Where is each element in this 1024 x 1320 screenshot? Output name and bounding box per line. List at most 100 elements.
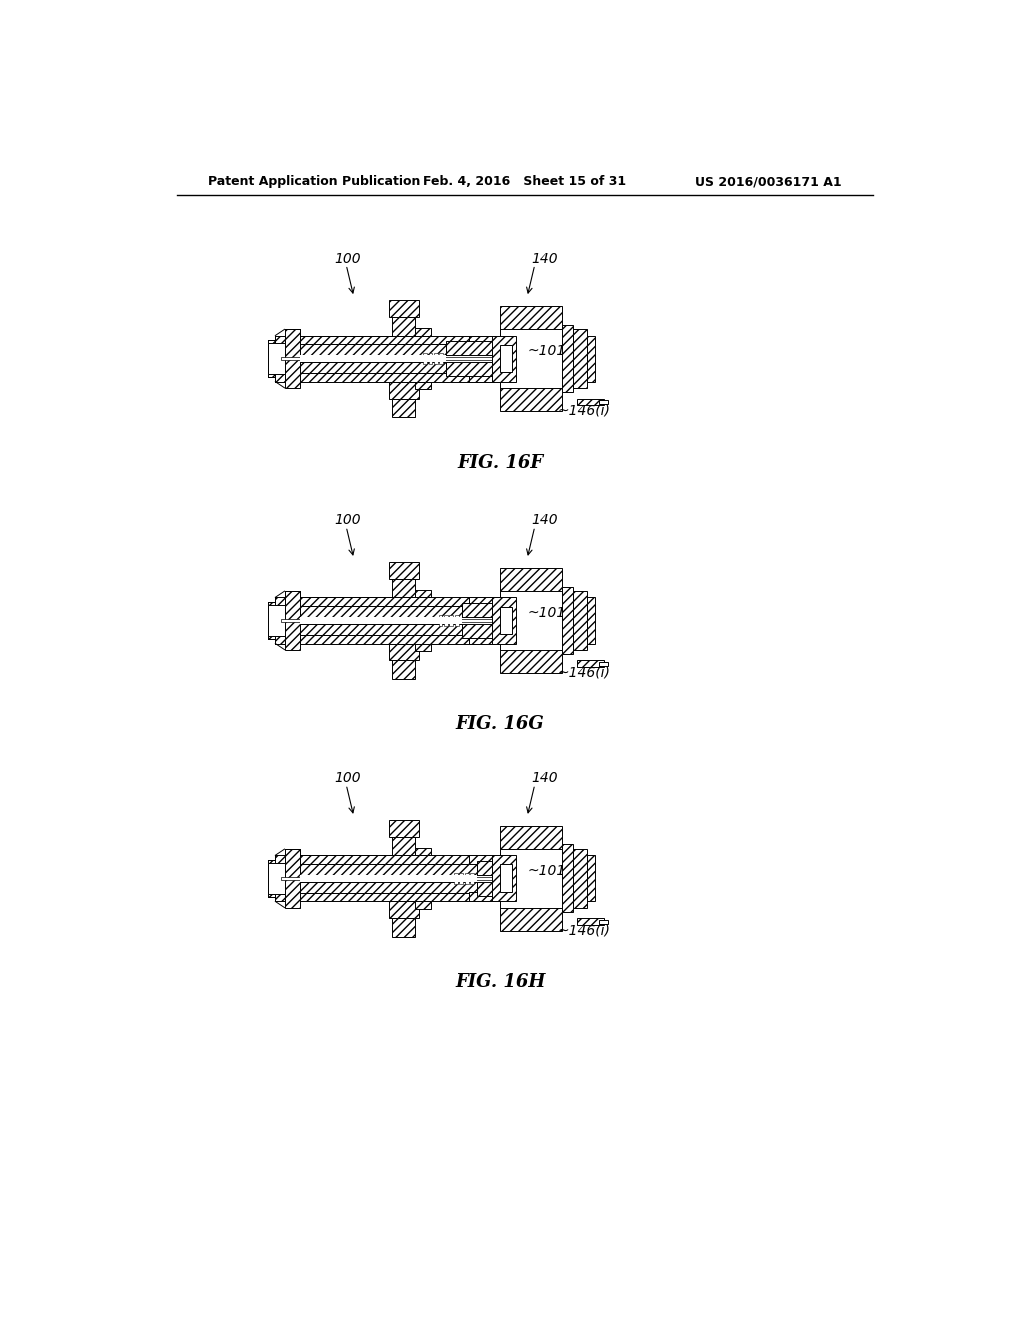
Bar	[500, 345, 512, 372]
Bar	[465, 880, 469, 884]
Bar	[438, 622, 442, 626]
Bar	[423, 354, 427, 358]
Bar	[469, 855, 500, 865]
Bar	[573, 849, 587, 908]
Text: 100: 100	[335, 771, 361, 785]
Bar	[469, 635, 500, 644]
Bar	[500, 635, 562, 673]
Bar	[281, 358, 515, 360]
Bar	[500, 849, 562, 908]
Bar	[500, 607, 512, 635]
Bar	[300, 363, 446, 374]
Text: FIG. 16F: FIG. 16F	[457, 454, 543, 471]
Bar	[275, 855, 285, 902]
Text: Feb. 4, 2016   Sheet 15 of 31: Feb. 4, 2016 Sheet 15 of 31	[423, 176, 627, 187]
Bar	[300, 882, 477, 892]
Text: ~146(i): ~146(i)	[558, 665, 610, 680]
Bar	[388, 300, 419, 317]
Bar	[562, 325, 573, 392]
Bar	[493, 597, 515, 644]
Text: FIG. 16H: FIG. 16H	[455, 973, 546, 991]
Text: 140: 140	[531, 513, 558, 527]
Bar	[454, 873, 458, 876]
Bar	[300, 355, 446, 363]
Bar	[562, 845, 573, 912]
Text: 140: 140	[531, 771, 558, 785]
Bar	[439, 354, 443, 358]
Bar	[470, 880, 474, 884]
Bar	[578, 660, 604, 667]
Bar	[500, 892, 562, 931]
Bar	[300, 372, 500, 381]
Bar	[416, 381, 431, 389]
Bar	[500, 372, 562, 411]
Bar	[416, 644, 431, 651]
Bar	[300, 635, 500, 644]
Bar	[599, 400, 608, 404]
Bar	[429, 354, 432, 358]
Bar	[267, 341, 275, 378]
Bar	[300, 345, 446, 372]
Bar	[300, 624, 462, 635]
Text: 140: 140	[531, 252, 558, 265]
Bar	[465, 873, 469, 876]
Bar	[444, 615, 447, 619]
Bar	[454, 880, 458, 884]
Bar	[434, 360, 438, 364]
Text: 100: 100	[335, 513, 361, 527]
Bar	[462, 624, 508, 638]
Bar	[493, 855, 515, 902]
Bar	[429, 360, 432, 364]
Bar	[587, 597, 595, 644]
Bar	[267, 605, 285, 636]
Bar	[578, 399, 604, 405]
Bar	[446, 363, 508, 376]
Bar	[300, 616, 462, 624]
Bar	[388, 820, 419, 837]
Bar	[267, 602, 275, 639]
Bar	[460, 880, 463, 884]
Bar	[599, 920, 608, 924]
Bar	[300, 335, 500, 345]
Text: Patent Application Publication: Patent Application Publication	[208, 176, 420, 187]
Bar	[300, 863, 477, 875]
Bar	[500, 306, 562, 345]
Bar	[285, 330, 300, 388]
Text: 100: 100	[335, 252, 361, 265]
Bar	[469, 855, 500, 865]
Bar	[469, 372, 500, 381]
Bar	[562, 586, 573, 655]
Bar	[300, 863, 477, 875]
Bar	[446, 341, 508, 355]
Bar	[300, 363, 446, 374]
Bar	[500, 826, 562, 865]
Bar	[578, 919, 604, 924]
Bar	[469, 598, 500, 607]
Text: ~146(i): ~146(i)	[558, 404, 610, 418]
Bar	[416, 590, 431, 598]
Bar	[392, 660, 416, 678]
Bar	[275, 335, 285, 381]
Bar	[416, 327, 431, 335]
Bar	[300, 606, 462, 616]
Bar	[469, 372, 500, 381]
Bar	[267, 343, 285, 374]
Text: ~101: ~101	[527, 345, 565, 358]
Bar	[388, 644, 419, 660]
Bar	[300, 345, 446, 355]
Bar	[469, 892, 500, 902]
Bar	[392, 579, 416, 598]
Bar	[500, 568, 562, 607]
Bar	[470, 873, 474, 876]
Bar	[587, 335, 595, 381]
Bar	[500, 591, 562, 649]
Text: ~146(i): ~146(i)	[558, 924, 610, 937]
Bar	[500, 330, 562, 388]
Bar	[469, 892, 500, 902]
Bar	[439, 360, 443, 364]
Bar	[444, 622, 447, 626]
Bar	[477, 861, 508, 875]
Text: ~101: ~101	[527, 606, 565, 619]
Text: FIG. 16G: FIG. 16G	[456, 715, 545, 734]
Bar	[573, 591, 587, 649]
